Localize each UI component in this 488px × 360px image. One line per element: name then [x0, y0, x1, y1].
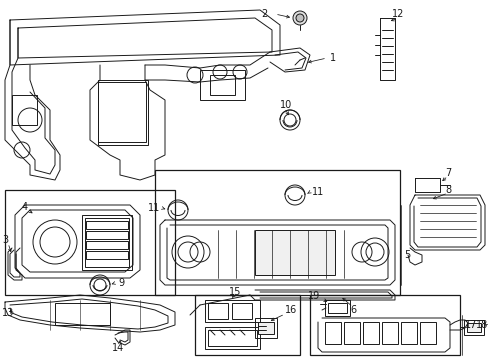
Bar	[86, 221, 128, 229]
Text: 14: 14	[112, 343, 124, 353]
Bar	[85, 218, 129, 267]
Bar	[204, 300, 260, 322]
Text: 5: 5	[403, 250, 409, 260]
Text: 8: 8	[444, 185, 450, 195]
Bar	[209, 75, 235, 95]
Bar	[362, 322, 378, 344]
Bar	[12, 95, 37, 125]
Text: 1: 1	[329, 53, 335, 63]
Text: 10: 10	[280, 100, 292, 110]
Bar	[82, 215, 132, 270]
Text: 9: 9	[118, 278, 124, 288]
Bar	[86, 251, 128, 259]
Text: 11: 11	[311, 187, 324, 197]
Text: 12: 12	[391, 9, 404, 19]
Circle shape	[295, 14, 304, 22]
Bar	[86, 241, 128, 249]
Text: 3: 3	[2, 235, 8, 245]
Text: 13: 13	[2, 308, 14, 318]
Bar	[463, 320, 483, 335]
Bar	[400, 322, 416, 344]
Bar	[381, 322, 397, 344]
Text: 6: 6	[349, 305, 355, 315]
Bar	[5, 190, 175, 295]
Bar	[343, 322, 359, 344]
Bar	[86, 231, 128, 239]
Bar	[419, 322, 435, 344]
Bar	[325, 322, 340, 344]
Circle shape	[292, 11, 306, 25]
Bar	[258, 322, 273, 334]
Bar	[98, 80, 148, 145]
Bar	[155, 170, 399, 295]
Text: 19: 19	[307, 291, 319, 301]
Text: 11: 11	[147, 203, 160, 213]
Bar	[231, 303, 251, 319]
Bar	[207, 330, 257, 346]
Bar	[309, 295, 459, 355]
Bar	[207, 303, 227, 319]
Text: 16: 16	[285, 305, 297, 315]
Bar	[254, 230, 334, 275]
Bar	[325, 300, 349, 316]
Bar	[55, 303, 110, 325]
Bar	[204, 327, 260, 349]
Bar	[254, 318, 276, 338]
Text: 15: 15	[228, 287, 241, 297]
Bar	[327, 303, 346, 313]
Text: 7: 7	[444, 168, 450, 178]
Bar	[200, 70, 244, 100]
Bar	[98, 82, 146, 142]
Text: 18: 18	[475, 320, 487, 330]
Bar	[466, 323, 480, 332]
Text: 2: 2	[261, 9, 267, 19]
Bar	[195, 295, 299, 355]
Text: 17: 17	[464, 320, 476, 330]
Text: 4: 4	[22, 202, 28, 212]
